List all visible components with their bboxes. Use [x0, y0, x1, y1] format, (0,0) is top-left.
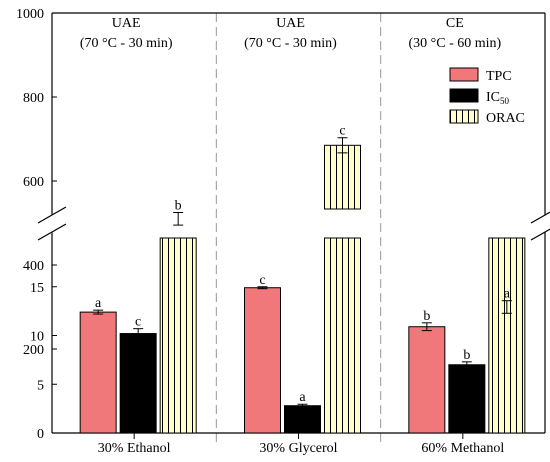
group-conditions-label: (70 °C - 30 min): [80, 36, 173, 51]
y-tick-label-upper: 400: [23, 259, 44, 274]
significance-letter: a: [95, 296, 102, 311]
significance-letter: b: [463, 348, 470, 363]
significance-letter: a: [299, 390, 306, 405]
legend-label: IC50: [486, 90, 510, 106]
legend-label-subscript: 50: [500, 96, 510, 106]
group-conditions-label: (70 °C - 30 min): [244, 36, 337, 51]
y-tick-label-lower: 5: [37, 378, 44, 393]
legend-label-main: IC: [486, 90, 500, 105]
x-category-label: 60% Methanol: [421, 441, 504, 456]
bar-ic50: [284, 405, 321, 434]
significance-letter: c: [259, 273, 265, 288]
significance-letter: c: [135, 315, 141, 330]
y-tick-label-upper: 600: [23, 175, 44, 190]
y-tick-label-upper: 200: [23, 343, 44, 358]
bar-tpc: [79, 311, 117, 434]
group-method-label: UAE: [276, 16, 305, 31]
x-category-label: 30% Ethanol: [98, 441, 171, 456]
group-conditions-label: (30 °C - 60 min): [408, 36, 501, 51]
bar-ic50: [119, 333, 157, 434]
bar-tpc: [244, 287, 281, 434]
legend-swatch-orac: [449, 109, 479, 124]
y-tick-label-lower: 15: [30, 281, 44, 296]
group-method-label: CE: [446, 16, 464, 31]
y-tick-label-upper: 1000: [16, 7, 44, 22]
group-method-label: UAE: [112, 16, 141, 31]
axis-break-mark-right: [530, 211, 550, 224]
y-tick-label-lower: 10: [30, 330, 44, 345]
y-tick-label-upper: 800: [23, 91, 44, 106]
bar-orac-upper: [324, 144, 361, 210]
significance-letter: a: [504, 287, 511, 302]
legend-label: TPC: [486, 69, 512, 84]
significance-letter: b: [423, 309, 430, 324]
significance-letter: c: [339, 124, 345, 139]
bar-orac-lower: [324, 237, 361, 434]
axis-break-mark-left: [37, 206, 67, 224]
bar-tpc: [408, 326, 446, 434]
legend-swatch-tpc: [449, 67, 479, 82]
bar-orac-lower: [488, 237, 526, 434]
significance-letter: b: [175, 199, 182, 214]
y-tick-label-lower: 0: [37, 427, 44, 442]
bar-orac-lower: [159, 237, 197, 434]
axis-break-mark-right: [530, 228, 550, 241]
axis-break-mark-left: [37, 223, 67, 241]
legend-label: ORAC: [486, 111, 525, 126]
legend-swatch-ic50: [449, 88, 479, 103]
x-category-label: 30% Glycerol: [259, 441, 337, 456]
bar-ic50: [448, 364, 486, 434]
